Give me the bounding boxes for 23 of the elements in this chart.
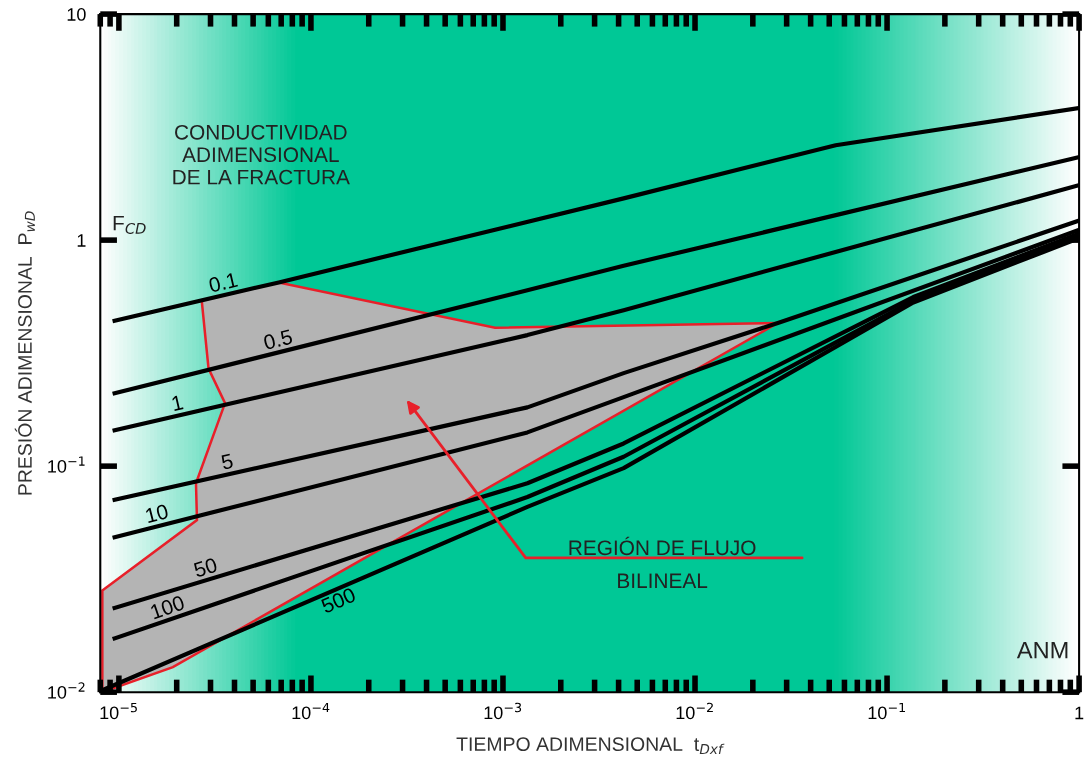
text: 500: [320, 587, 357, 614]
text: 100: [149, 595, 186, 620]
text: 0.1: [208, 272, 238, 293]
y-tick-label: 10: [67, 8, 86, 21]
y-tick-label: 10$^{−2}$: [48, 682, 85, 699]
y-tick-label: 10$^{−1}$: [48, 456, 85, 473]
text: 10: [145, 503, 169, 524]
annotation: ANM: [1016, 642, 1068, 659]
text: 5: [220, 453, 234, 470]
x-tick-label: 10$^{−3}$: [484, 702, 522, 720]
x-tick-label: 10$^{−5}$: [100, 702, 137, 720]
annotation: REGIÓN DE FLUJO BILINEAL: [569, 536, 756, 588]
x-tick-label: 1: [1075, 706, 1084, 720]
y-tick-label: 1: [77, 234, 86, 247]
x-tick-label: 10$^{−1}$: [868, 702, 906, 720]
text: 1: [171, 394, 184, 411]
x-axis-title: TIEMPO ADIMENSIONAL t$_{Dxf}$: [456, 737, 725, 755]
text: 0.5: [262, 329, 293, 351]
annotation: F$_{CD}$: [113, 215, 146, 234]
text: 50: [193, 557, 218, 578]
x-tick-label: 10$^{−4}$: [292, 702, 330, 720]
y-axis-title: PRESIÓN ADIMENSIONAL P$_{wD}$: [14, 211, 35, 495]
x-tick-label: 10$^{−2}$: [676, 702, 713, 720]
